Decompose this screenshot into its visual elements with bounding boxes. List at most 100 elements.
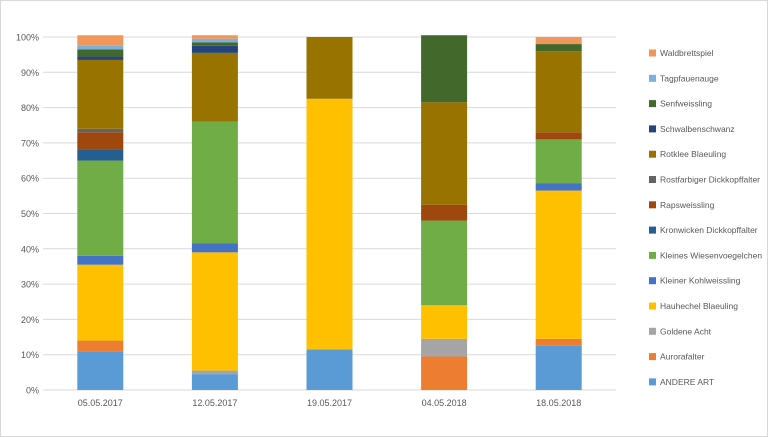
x-axis: 05.05.2017 12.05.2017 19.05.2017 04.05.2018… [78,398,581,408]
legend-entry: Hauhechel Blaeuling [649,301,738,311]
bar-segment [77,132,124,150]
bar-segment [77,160,124,256]
bar-segment [191,42,238,46]
legend-entry: ANDERE ART [649,377,714,387]
bar-segment [421,220,468,306]
legend-swatch [649,100,656,108]
bar-segment [535,37,582,45]
legend-label: Goldene Acht [660,326,712,336]
legend-label: Hauhechel Blaeuling [660,301,738,311]
y-tick-label: 30% [21,280,39,290]
bar-segment [77,49,124,57]
bar-segment [77,128,124,133]
y-tick-label: 10% [21,350,39,360]
legend-label: Tagpfauenauge [660,73,719,83]
bar-segment [77,149,124,161]
bar-segment [77,59,124,129]
x-tick-label: 19.05.2017 [307,398,352,408]
bar-segment [77,45,124,50]
legend-label: Kronwicken Dickkopffalter [660,225,758,235]
legend-swatch [649,277,656,285]
y-tick-label: 90% [21,68,39,78]
legend-entry: Kronwicken Dickkopffalter [649,225,758,235]
bar-segment [535,338,582,346]
legend-entry: Kleines Wiesenvoegelchen [649,250,762,260]
bar-segment [191,35,238,39]
x-tick-label: 05.05.2017 [78,398,123,408]
bar-segment [77,56,124,60]
bars [77,35,582,390]
legend-swatch [649,125,656,133]
x-tick-label: 04.05.2018 [422,398,467,408]
bar-segment [191,370,238,375]
legend-entry: Waldbrettspiel [649,48,714,58]
bar-segment [191,252,238,371]
legend-swatch [649,378,656,386]
legend-entry: Goldene Acht [649,326,712,336]
legend-entry: Aurorafalter [649,352,705,362]
bar-segment [535,44,582,52]
bar-segment [421,102,468,205]
legend-entry: Tagpfauenauge [649,73,719,83]
y-tick-label: 0% [26,386,39,396]
bar-segment [77,35,124,46]
legend-swatch [649,251,656,259]
bar-segment [191,38,238,43]
bar-segment [77,351,124,390]
bar-segment [191,374,238,390]
bar-segment [306,98,353,350]
bar-segment [191,45,238,53]
legend-entry: Rostfarbiger Dickkopffalter [649,175,760,185]
legend-entry: Rotklee Blaeuling [649,149,726,159]
y-tick-label: 60% [21,174,39,184]
bar-segment [535,183,582,191]
y-tick-label: 40% [21,244,39,254]
legend-label: Kleines Wiesenvoegelchen [660,250,762,260]
bar-segment [421,305,468,339]
legend-swatch [649,49,656,57]
y-tick-label: 20% [21,315,39,325]
y-tick-label: 80% [21,103,39,113]
legend-swatch [649,176,656,183]
bar-segment [77,255,124,265]
bar-segment [535,345,582,390]
legend-entry: Rapsweissling [649,200,715,210]
legend-label: Kleiner Kohlweissling [660,276,741,286]
bar-segment [421,338,468,357]
bar-segment [421,35,468,103]
legend-entry: Senfweissling [649,99,712,109]
legend-label: Rostfarbiger Dickkopffalter [660,175,760,185]
legend-swatch [649,201,656,209]
legend-label: Schwalbenschwanz [660,124,735,134]
legend-swatch [649,226,656,234]
bar-segment [421,356,468,390]
y-tick-label: 100% [16,33,39,43]
bar-segment [77,340,124,352]
x-tick-label: 18.05.2018 [536,398,581,408]
y-tick-label: 50% [21,209,39,219]
legend-entry: Schwalbenschwanz [649,124,735,134]
bar-segment [191,52,238,122]
legend-label: Rotklee Blaeuling [660,149,726,159]
legend-entry: Kleiner Kohlweissling [649,276,741,286]
x-tick-label: 12.05.2017 [192,398,237,408]
legend-swatch [649,302,656,310]
legend-label: Rapsweissling [660,200,715,210]
y-tick-label: 70% [21,138,39,148]
bar-segment [77,264,124,341]
bar-segment [421,204,468,221]
bar-segment [306,349,353,390]
bar-segment [306,37,353,99]
bar-segment [535,51,582,133]
legend-swatch [649,327,656,335]
bar-segment [535,139,582,184]
bar-segment [535,132,582,140]
legend: Waldbrettspiel Tagpfauenauge Senfweissling… [649,48,762,387]
legend-label: Senfweissling [660,99,712,109]
legend-swatch [649,150,656,158]
legend-label: Aurorafalter [660,352,705,362]
bar-segment [535,190,582,339]
legend-swatch [649,353,656,361]
